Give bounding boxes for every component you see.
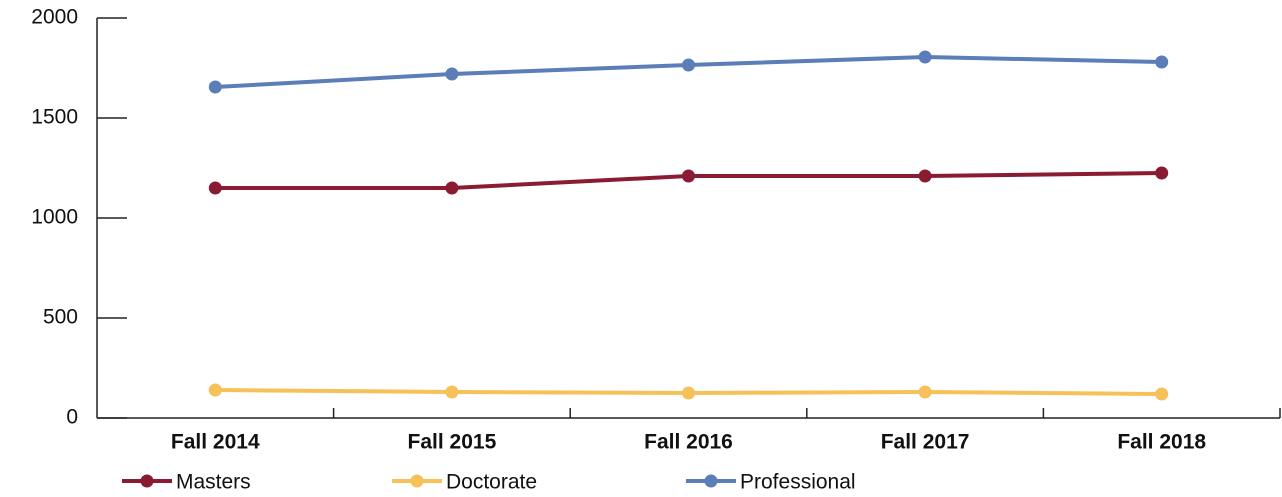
point — [918, 50, 932, 64]
point — [918, 385, 932, 399]
point — [918, 169, 932, 183]
x-tick-label: Fall 2014 — [171, 431, 260, 454]
point — [208, 80, 222, 94]
point — [682, 169, 695, 183]
point — [445, 385, 459, 399]
legend-dot — [140, 474, 154, 488]
x-tick-label: Fall 2016 — [644, 431, 733, 454]
y-tick-label: 1500 — [31, 106, 78, 129]
point — [1155, 166, 1169, 180]
x-tick-label: Fall 2015 — [408, 431, 497, 454]
legend-dot — [410, 474, 424, 488]
point — [445, 181, 459, 195]
point — [1155, 55, 1169, 69]
point — [1155, 387, 1169, 401]
x-tick-label: Fall 2017 — [881, 431, 970, 454]
y-tick-label: 1000 — [31, 206, 78, 229]
y-tick-label: 500 — [43, 306, 78, 329]
x-tick-label: Fall 2018 — [1117, 431, 1206, 454]
point — [208, 181, 222, 195]
legend-label: Masters — [176, 471, 251, 494]
point — [682, 386, 695, 400]
point — [445, 67, 459, 81]
point — [208, 383, 222, 397]
y-tick-label: 2000 — [31, 6, 78, 29]
legend-dot — [704, 474, 718, 488]
legend-label: Professional — [740, 471, 856, 494]
y-tick-label: 0 — [66, 406, 78, 429]
point — [682, 58, 695, 72]
legend-label: Doctorate — [446, 471, 537, 494]
